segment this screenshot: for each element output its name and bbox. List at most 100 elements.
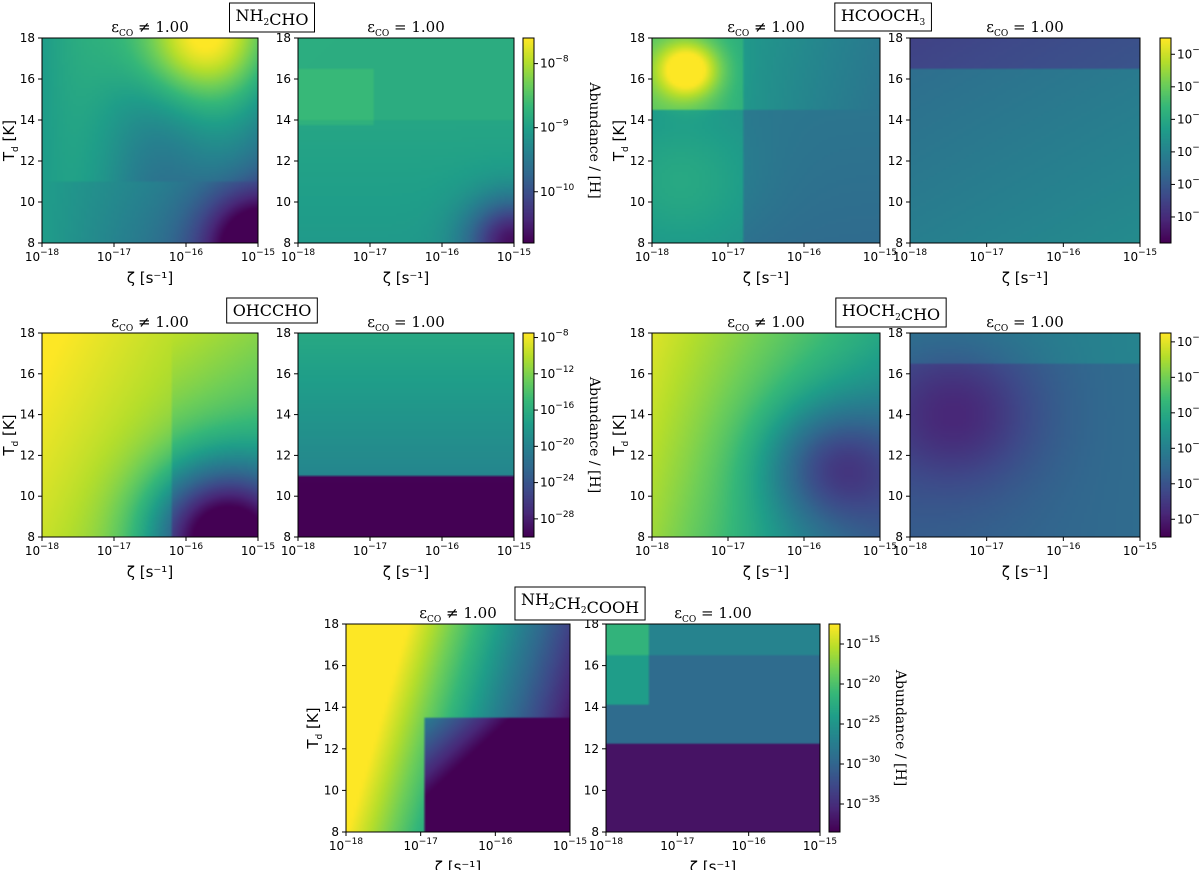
chart-3-colorbar-tick-label: 10−16 (540, 401, 575, 417)
chart-2-panel-1-xlabel: ζ [s⁻¹] (743, 269, 789, 287)
chart-1-molecule-title: NH2CHO (229, 2, 315, 33)
chart-5-panel-2-frame (605, 623, 821, 833)
chart-1-panel-1-ytick-label: 16 (20, 72, 35, 86)
chart-5-panel-1-frame (345, 623, 571, 833)
chart-3-colorbar-tick-label: 10−24 (540, 474, 575, 490)
chart-1-colorbar-tick-label: 10−9 (540, 119, 569, 135)
chart-3-panel-2-ytick-label: 16 (276, 367, 291, 381)
chart-3-colorbar-gradient (523, 333, 534, 537)
chart-2-panel-1-ytick-label: 8 (637, 236, 645, 250)
chart-4-molecule-title: HOCH2CHO (835, 297, 947, 328)
chart-2-panel-1-ytick-label: 18 (630, 31, 645, 45)
chart-1-panel-1-ytick-label: 14 (20, 113, 35, 127)
chart-5-colorbar-gradient (829, 624, 840, 832)
chart-4-panel-2-ytick-label: 18 (888, 326, 903, 340)
chart-3-panel-2-xtick-label: 10−16 (425, 542, 460, 558)
chart-5-panel-1-ytick-label: 12 (324, 742, 339, 756)
chart-5-colorbar-tick-label: 10−30 (846, 755, 881, 771)
chart-1-panel-1-frame (41, 37, 259, 244)
chart-5-panel-1-heatmap-image (346, 624, 570, 832)
chart-2-title-box (834, 2, 932, 32)
chart-5-panel-2-panel-title: εCO = 1.00 (674, 604, 752, 625)
chart-2-panel-2-xtick-label: 10−17 (970, 248, 1004, 264)
chart-2-panel-2-frame (909, 37, 1141, 244)
chart-4-panel-1-xtick-label: 10−16 (787, 542, 822, 558)
chart-3-panel-1-ytick-label: 12 (20, 448, 35, 462)
chart-2-panel-1-ytick-label: 10 (630, 195, 645, 209)
chart-1-panel-2-ytick-label: 14 (276, 113, 291, 127)
chart-1-panel-2-xtick-label: 10−15 (497, 248, 531, 264)
chart-4-panel-2-xlabel: ζ [s⁻¹] (1002, 563, 1048, 581)
chart-5-colorbar-tick-label: 10−20 (846, 675, 881, 691)
chart-4-panel-1-ytick-label: 12 (630, 448, 645, 462)
chart-1-panel-2-ytick-label: 18 (276, 31, 291, 45)
chart-3-panel-1-frame (41, 332, 259, 538)
chart-1-colorbar-frame (522, 37, 535, 244)
chart-1-panel-2-xtick-label: 10−16 (425, 248, 460, 264)
chart-3-colorbar-tick-label: 10−20 (540, 437, 575, 453)
chart-2-panel-1-ytick-label: 16 (630, 72, 645, 86)
chart-3-panel-1-xtick-label: 10−16 (169, 542, 204, 558)
chart-4-panel-1-xtick-label: 10−17 (711, 542, 745, 558)
chart-1-colorbar-label: Abundance / [H] (586, 81, 602, 198)
chart-3-panel-2-frame (297, 332, 515, 538)
chart-2-panel-1-xtick-label: 10−17 (711, 248, 745, 264)
chart-2-panel-1-ylabel: Td [K] (610, 120, 631, 162)
chart-4-panel-1-ytick-label: 8 (637, 530, 645, 544)
chart-4-panel-2-xtick-label: 10−17 (970, 542, 1004, 558)
chart-2-colorbar-tick-label: 10−13 (1177, 143, 1200, 159)
chart-2-panel-1-heatmap-image (652, 38, 880, 243)
chart-1-panel-2-xtick-label: 10−18 (281, 248, 316, 264)
chart-4-colorbar-tick-label: 10−18 (1177, 439, 1200, 455)
chart-2-panel-2-ytick-label: 14 (888, 113, 903, 127)
chart-4-panel-2-ytick-label: 14 (888, 408, 903, 422)
chart-3-panel-1-xtick-label: 10−18 (25, 542, 60, 558)
chart-1-panel-2-heatmap-image (298, 38, 514, 243)
chart-1-panel-1-xtick-label: 10−15 (241, 248, 275, 264)
chart-1-panel-2-panel-title: εCO = 1.00 (367, 18, 445, 39)
chart-3-panel-1-ytick-label: 10 (20, 489, 35, 503)
chart-3-colorbar-frame (522, 332, 535, 538)
chart-4-colorbar-gradient (1160, 333, 1171, 537)
chart-3-colorbar-tick-label: 10−12 (540, 365, 574, 381)
chart-4-panel-2-ytick-label: 12 (888, 448, 903, 462)
chart-5-panel-1-xlabel: ζ [s⁻¹] (435, 858, 481, 870)
chart-2-panel-2-xtick-label: 10−15 (1123, 248, 1157, 264)
chart-2-colorbar-gradient (1160, 38, 1171, 243)
chart-5-panel-2-ytick-label: 12 (584, 742, 599, 756)
chart-1-molecule-name: NH2CHO (236, 6, 309, 29)
chart-1-panel-1-ytick-label: 10 (20, 195, 35, 209)
chart-2-panel-2-heatmap-image (910, 38, 1140, 243)
chart-3-panel-1-ytick-label: 16 (20, 367, 35, 381)
chart-2-panel-1-ytick-label: 12 (630, 154, 645, 168)
chart-2-panel-2-ytick-label: 8 (895, 236, 903, 250)
chart-2-panel-1-panel-title: εCO ≠ 1.00 (727, 18, 805, 39)
chart-2-panel-2-ytick-label: 18 (888, 31, 903, 45)
chart-3-panel-1-ytick-label: 14 (20, 408, 35, 422)
chart-1-panel-2-xtick-label: 10−17 (353, 248, 387, 264)
chart-5-colorbar-tick-label: 10−35 (846, 795, 880, 811)
chart-1-panel-1-xtick-label: 10−18 (25, 248, 60, 264)
chart-1-panel-2-ytick-label: 16 (276, 72, 291, 86)
chart-5-colorbar-tick-label: 10−25 (846, 715, 880, 731)
chart-5-panel-2-ytick-label: 14 (584, 700, 599, 714)
chart-1-panel-1-ytick-label: 18 (20, 31, 35, 45)
chart-5-panel-1-ytick-label: 8 (331, 825, 339, 839)
chart-3-panel-1-ytick-label: 8 (27, 530, 35, 544)
chart-4-panel-2-frame (909, 332, 1141, 538)
chart-2-panel-2-ytick-label: 10 (888, 195, 903, 209)
chart-5-colorbar-label: Abundance / [H] (892, 669, 908, 786)
chart-3-panel-1-xtick-label: 10−15 (241, 542, 275, 558)
chart-4-colorbar-tick-label: 10−14 (1177, 368, 1200, 384)
chart-5-panel-1-xtick-label: 10−18 (329, 837, 364, 853)
chart-4-panel-2-xtick-label: 10−18 (893, 542, 928, 558)
chart-3-panel-2-xtick-label: 10−18 (281, 542, 316, 558)
chart-5-panel-2-xtick-label: 10−15 (803, 837, 837, 853)
chart-4-panel-2-ytick-label: 8 (895, 530, 903, 544)
chart-2-colorbar-tick-label: 10−12 (1177, 110, 1200, 126)
chart-2-molecule-title: HCOOCH3 (834, 2, 932, 32)
chart-2-panel-2-ytick-label: 12 (888, 154, 903, 168)
chart-4-colorbar-tick-label: 10−20 (1177, 475, 1200, 491)
chart-5-panel-2-xtick-label: 10−16 (732, 837, 767, 853)
chart-5-panel-1-ytick-label: 14 (324, 700, 339, 714)
